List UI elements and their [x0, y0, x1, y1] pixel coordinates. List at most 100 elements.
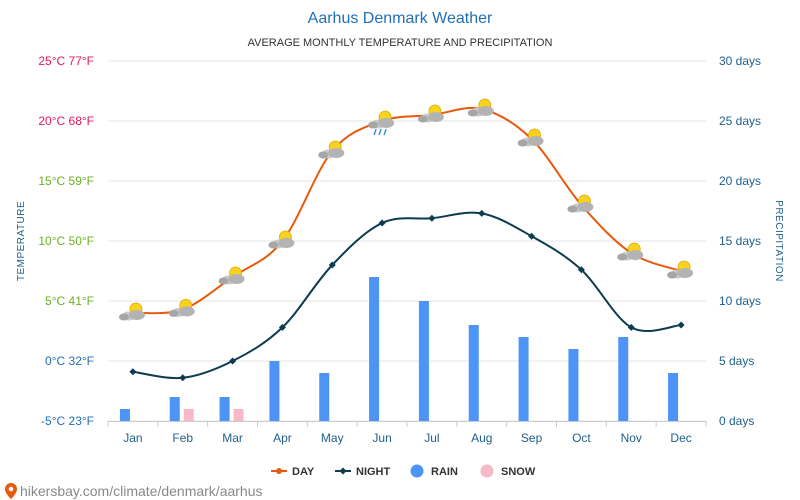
raindrop — [378, 128, 382, 136]
cloud-shape — [517, 139, 528, 147]
rain-bar — [668, 373, 679, 421]
month-label: Sep — [521, 431, 543, 445]
legend-item-snow[interactable]: SNOW — [480, 464, 536, 479]
night-point — [677, 321, 685, 329]
night-point — [528, 232, 536, 240]
chart-title: Aarhus Denmark Weather — [308, 10, 493, 27]
night-point — [428, 214, 436, 222]
night-point — [378, 219, 386, 227]
map-pin-icon — [5, 483, 17, 499]
partly-cloudy-icon — [168, 298, 195, 317]
cloud-shape — [427, 112, 444, 122]
left-tick-label: 5°C 41°F — [45, 294, 94, 308]
partly-cloudy-icon — [218, 266, 245, 285]
day-temperature-line — [132, 106, 682, 315]
rain-bar — [219, 397, 230, 421]
cloud-shape — [328, 148, 345, 158]
partly-cloudy-icon — [517, 128, 544, 147]
right-tick-label: 0 days — [719, 414, 754, 428]
partly-cloudy-icon — [567, 194, 594, 213]
left-tick-label: -5°C 23°F — [41, 414, 94, 428]
night-point — [478, 209, 486, 217]
legend: DAY NIGHT RAIN SNOW — [271, 464, 536, 479]
rain-bar — [418, 301, 429, 421]
night-point — [179, 374, 187, 382]
left-tick-label: 15°C 59°F — [38, 174, 94, 188]
partly-cloudy-icon — [667, 260, 694, 279]
cloud-shape — [218, 277, 229, 285]
rain-bar — [518, 337, 529, 421]
cloud-shape — [378, 118, 395, 128]
month-label: Aug — [471, 431, 492, 445]
night-point — [627, 323, 635, 331]
partly-cloudy-icon — [268, 230, 295, 249]
temperature-lines — [129, 106, 685, 382]
left-axis-title: TEMPERATURE — [16, 201, 27, 281]
month-label: May — [321, 431, 344, 445]
cloud-shape — [178, 306, 195, 317]
left-tick-label: 10°C 50°F — [38, 234, 94, 248]
night-point — [278, 323, 286, 331]
night-point — [129, 368, 137, 376]
cloud-shape — [318, 151, 329, 159]
month-label: Jul — [424, 431, 439, 445]
cloud-shape — [228, 274, 245, 284]
month-label: Jun — [372, 431, 391, 445]
raindrop — [373, 128, 377, 136]
right-tick-label: 25 days — [719, 114, 761, 128]
left-axis-ticks: 25°C 77°F 20°C 68°F 15°C 59°F 10°C 50°F 5°C … — [38, 54, 94, 428]
partly-cloudy-rain-icon — [368, 110, 395, 136]
cloud-shape — [118, 313, 129, 321]
cloud-shape — [577, 202, 594, 212]
raindrop — [383, 128, 387, 136]
cloud-shape — [617, 253, 628, 261]
rain-bar — [119, 409, 130, 421]
partly-cloudy-icon — [467, 98, 494, 117]
partly-cloudy-icon — [318, 140, 345, 159]
right-tick-label: 10 days — [719, 294, 761, 308]
left-tick-label: 25°C 77°F — [38, 54, 94, 68]
night-point — [577, 266, 585, 274]
right-axis-title: PRECIPITATION — [773, 200, 784, 282]
cloud-shape — [677, 268, 694, 278]
legend-item-rain[interactable]: RAIN — [410, 464, 458, 479]
footer-url: hikersbay.com/climate/denmark/aarhus — [20, 483, 263, 499]
rain-bar — [568, 349, 579, 421]
cloud-shape — [128, 310, 145, 320]
cloud-shape — [627, 250, 644, 260]
month-label: Feb — [172, 431, 193, 445]
legend-item-night[interactable]: NIGHT — [335, 466, 391, 478]
month-label: Jan — [123, 431, 142, 445]
cloud-shape — [268, 241, 279, 249]
month-label: Apr — [273, 431, 292, 445]
cloud-shape — [368, 121, 379, 129]
weather-icons — [118, 98, 694, 321]
legend-label-day: DAY — [292, 466, 315, 478]
right-tick-label: 5 days — [719, 354, 754, 368]
cloud-shape — [527, 136, 544, 146]
legend-item-day[interactable]: DAY — [271, 466, 315, 478]
right-tick-label: 20 days — [719, 174, 761, 188]
right-axis-ticks: 30 days 25 days 20 days 15 days 10 days 5 day… — [719, 54, 761, 428]
footer-link[interactable]: hikersbay.com/climate/denmark/aarhus — [5, 483, 263, 499]
chart-subtitle: AVERAGE MONTHLY TEMPERATURE AND PRECIPIT… — [248, 37, 553, 49]
cloud-shape — [477, 106, 494, 116]
cloud-shape — [667, 271, 678, 279]
rain-bar — [269, 361, 280, 421]
partly-cloudy-icon — [118, 302, 145, 321]
night-temperature-line — [132, 211, 682, 380]
cloud-shape — [278, 238, 295, 248]
month-label: Nov — [621, 431, 642, 445]
month-label: Oct — [572, 431, 591, 445]
night-point — [328, 261, 336, 269]
rain-bar — [169, 397, 180, 421]
x-axis-ticks: Jan Feb Mar Apr May Jun Jul Aug Sep Oct Nov Dec — [107, 421, 707, 445]
right-tick-label: 15 days — [719, 234, 761, 248]
left-tick-label: 0°C 32°F — [45, 354, 94, 368]
cloud-shape — [467, 109, 478, 117]
rain-bar — [319, 373, 330, 421]
precipitation-bars — [119, 277, 679, 421]
cloud-shape — [168, 309, 179, 317]
partly-cloudy-icon — [617, 242, 644, 261]
